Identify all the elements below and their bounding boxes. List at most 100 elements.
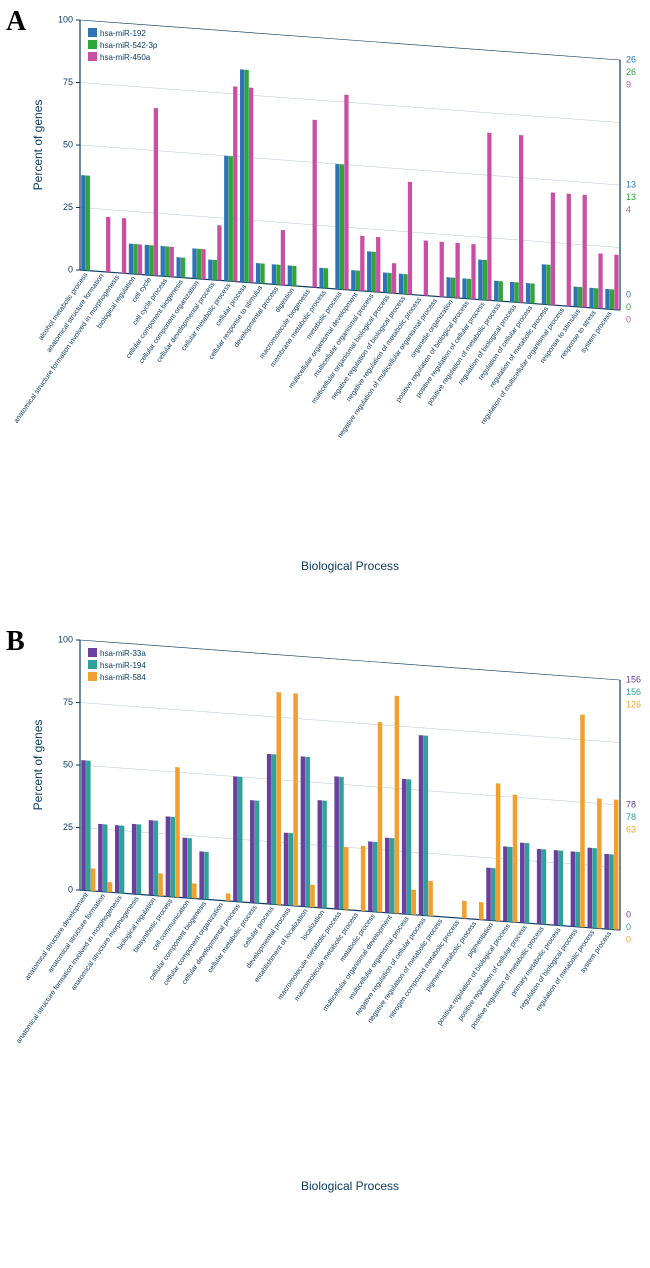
ytick-label: 100 xyxy=(58,14,73,24)
bar xyxy=(368,841,373,911)
right-axis-count: 0 xyxy=(626,289,631,299)
legend: hsa-miR-192hsa-miR-542-3phsa-miR-450a xyxy=(88,28,158,62)
legend-swatch xyxy=(88,648,97,657)
bar xyxy=(256,263,260,283)
bar xyxy=(292,266,296,286)
bar xyxy=(340,164,344,289)
bar xyxy=(479,902,484,920)
bar xyxy=(175,767,180,897)
bar xyxy=(204,852,209,900)
legend-swatch xyxy=(88,40,97,49)
bar xyxy=(399,274,403,294)
bar xyxy=(98,824,103,892)
right-axis-count: 78 xyxy=(626,812,636,822)
bar xyxy=(610,289,614,309)
bar xyxy=(201,249,205,279)
category-label: anatomical structure morphogenesis xyxy=(70,895,141,992)
x-axis-label: Biological Process xyxy=(301,1179,399,1193)
bar xyxy=(462,901,467,919)
bar xyxy=(360,236,364,291)
bar xyxy=(551,192,555,305)
legend: hsa-miR-33ahsa-miR-194hsa-miR-584 xyxy=(88,648,146,682)
bar xyxy=(408,182,412,295)
bar xyxy=(402,779,407,914)
bar xyxy=(614,255,618,310)
bar xyxy=(428,881,433,916)
bar xyxy=(478,260,482,300)
bar xyxy=(519,135,523,303)
ytick-label: 50 xyxy=(63,139,73,149)
bar xyxy=(520,843,525,923)
bar xyxy=(276,692,281,905)
bar xyxy=(106,217,110,272)
bar xyxy=(583,195,587,308)
bar xyxy=(604,854,609,929)
bar xyxy=(322,800,327,908)
bar xyxy=(451,277,455,297)
bar xyxy=(589,288,593,308)
bar xyxy=(471,244,475,299)
panel-label: A xyxy=(6,6,26,38)
bar xyxy=(170,817,175,897)
bar xyxy=(537,849,542,924)
bar xyxy=(161,246,165,276)
bar xyxy=(567,194,571,307)
bar xyxy=(554,850,559,925)
bar xyxy=(272,264,276,284)
bar xyxy=(424,240,428,295)
bar xyxy=(383,272,387,292)
bar xyxy=(197,249,201,279)
right-axis-count: 0 xyxy=(626,922,631,932)
right-axis-count: 0 xyxy=(626,934,631,944)
bar xyxy=(411,890,416,915)
right-axis-count: 126 xyxy=(626,699,641,709)
bar xyxy=(578,287,582,307)
bar xyxy=(137,824,142,894)
bar xyxy=(575,852,580,927)
bar xyxy=(293,693,298,906)
legend-label: hsa-miR-584 xyxy=(100,673,146,682)
ytick-label: 75 xyxy=(63,697,73,707)
x-axis-label: Biological Process xyxy=(301,559,399,573)
bar xyxy=(403,274,407,294)
bar xyxy=(103,824,108,892)
y-axis-left-label: Percent of genes xyxy=(31,720,45,811)
bar xyxy=(344,847,349,910)
ytick-label: 50 xyxy=(63,759,73,769)
bar xyxy=(233,86,237,281)
bar xyxy=(594,288,598,308)
bar xyxy=(455,243,459,298)
bar xyxy=(496,783,501,921)
bar xyxy=(238,777,243,902)
panel-b: B0255075100Percent of genesNumber of gen… xyxy=(0,620,650,1240)
bar xyxy=(491,868,496,921)
legend-swatch xyxy=(88,52,97,61)
bar xyxy=(598,253,602,308)
bar xyxy=(486,868,491,921)
bar xyxy=(407,779,412,914)
bar xyxy=(356,270,360,290)
bar xyxy=(149,820,154,895)
bar xyxy=(513,795,518,923)
legend-label: hsa-miR-194 xyxy=(100,661,146,670)
bar xyxy=(419,735,424,915)
bar xyxy=(571,851,576,926)
bar xyxy=(559,850,564,925)
bar xyxy=(91,868,96,891)
bar xyxy=(390,838,395,913)
bar xyxy=(376,237,380,292)
category-label: system process xyxy=(580,310,614,354)
bar xyxy=(614,800,619,930)
bar xyxy=(526,283,530,303)
bar xyxy=(462,278,466,298)
right-axis-count: 9 xyxy=(626,79,631,89)
legend-swatch xyxy=(88,660,97,669)
category-labels: alcohol metabolic processanatomical stru… xyxy=(13,271,614,439)
bar xyxy=(508,847,513,922)
bar xyxy=(176,257,180,277)
bar xyxy=(281,230,285,285)
bar xyxy=(515,282,519,302)
bar xyxy=(361,846,366,911)
bar xyxy=(187,838,192,898)
bar xyxy=(318,800,323,908)
